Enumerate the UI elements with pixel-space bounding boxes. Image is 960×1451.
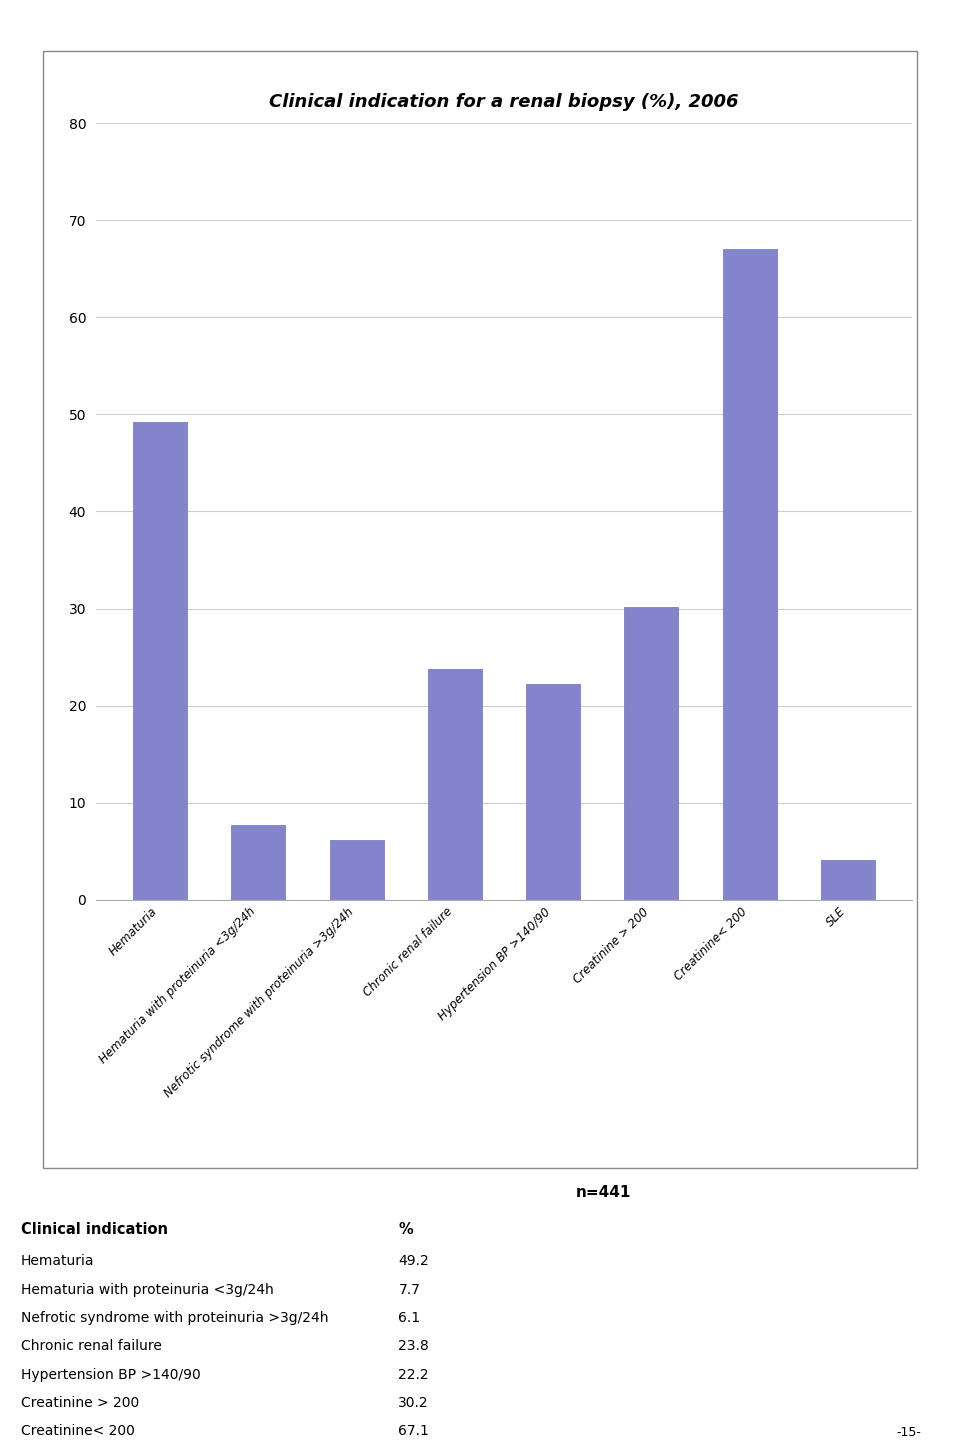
Text: Hematuria with proteinuria <3g/24h: Hematuria with proteinuria <3g/24h [21, 1283, 274, 1297]
Text: 6.1: 6.1 [398, 1312, 420, 1325]
Text: Creatinine< 200: Creatinine< 200 [21, 1425, 135, 1438]
Text: Creatinine > 200: Creatinine > 200 [21, 1396, 139, 1410]
Bar [231, 826, 285, 900]
Text: n=441: n=441 [576, 1185, 632, 1200]
Text: -15-: -15- [897, 1426, 922, 1439]
Bar [133, 422, 187, 900]
Text: 7.7: 7.7 [398, 1283, 420, 1297]
Text: 22.2: 22.2 [398, 1367, 429, 1381]
Text: 23.8: 23.8 [398, 1339, 429, 1354]
Bar [428, 669, 482, 900]
Text: 67.1: 67.1 [398, 1425, 429, 1438]
Text: Nefrotic syndrome with proteinuria >3g/24h: Nefrotic syndrome with proteinuria >3g/2… [21, 1312, 328, 1325]
Bar [526, 685, 580, 900]
Text: 30.2: 30.2 [398, 1396, 429, 1410]
Text: Clinical indication: Clinical indication [21, 1222, 168, 1236]
Title: Clinical indication for a renal biopsy (%), 2006: Clinical indication for a renal biopsy (… [269, 93, 739, 110]
Text: Hematuria: Hematuria [21, 1254, 95, 1268]
Text: Hypertension BP >140/90: Hypertension BP >140/90 [21, 1367, 201, 1381]
Text: %: % [398, 1222, 413, 1236]
Bar [723, 248, 777, 900]
Bar [821, 860, 875, 900]
Bar [329, 840, 384, 900]
Text: Chronic renal failure: Chronic renal failure [21, 1339, 162, 1354]
Bar [624, 607, 679, 900]
Text: 49.2: 49.2 [398, 1254, 429, 1268]
